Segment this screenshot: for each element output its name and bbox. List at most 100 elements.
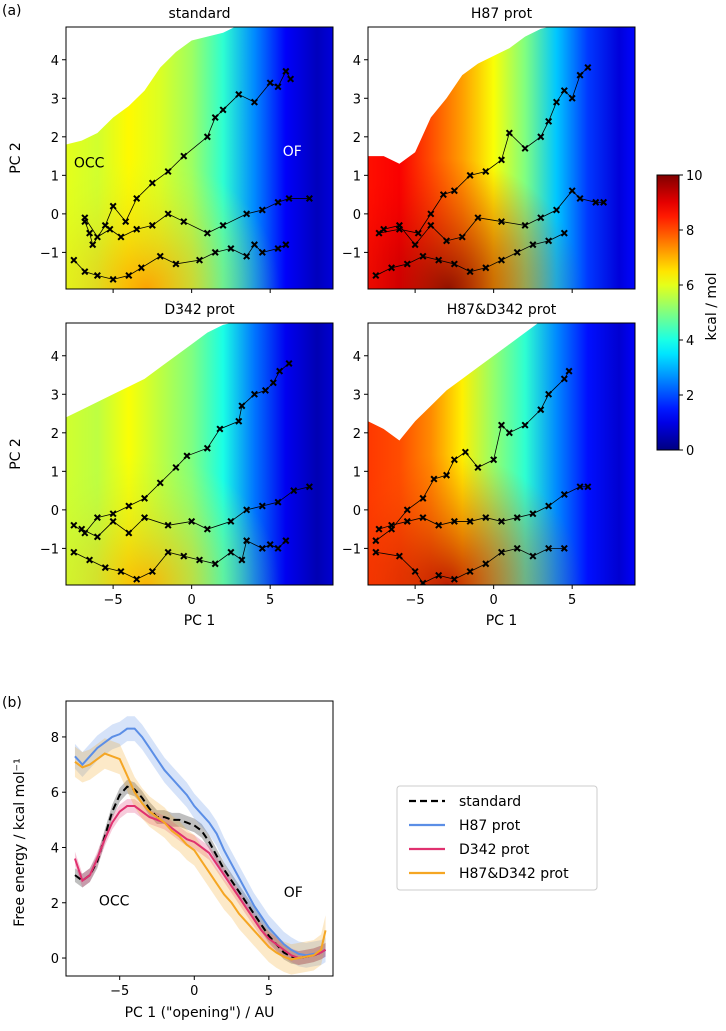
trajectory-marker bbox=[576, 71, 584, 79]
trajectory-marker bbox=[148, 221, 156, 229]
trajectory-marker bbox=[133, 225, 141, 233]
trajectory-marker bbox=[86, 229, 94, 237]
y-tick-label: 1 bbox=[353, 169, 361, 184]
plot-frame bbox=[367, 26, 636, 290]
series-line bbox=[74, 785, 327, 960]
trajectory-marker bbox=[261, 386, 269, 394]
trajectory-marker bbox=[137, 264, 145, 272]
x-axis-label: PC 1 bbox=[486, 613, 518, 629]
colorbar-tick-label: 2 bbox=[686, 389, 694, 404]
trajectory-marker bbox=[285, 194, 293, 202]
trajectory-marker bbox=[560, 375, 568, 383]
x-tick-label: −5 bbox=[104, 593, 123, 608]
trajectory-marker bbox=[461, 448, 469, 456]
colorbar-tick-label: 0 bbox=[686, 444, 694, 459]
trajectory-marker bbox=[482, 264, 490, 272]
trajectory-marker bbox=[243, 506, 251, 514]
trajectory-marker bbox=[443, 471, 451, 479]
trajectory-marker bbox=[427, 221, 435, 229]
trajectory-marker bbox=[497, 421, 506, 429]
trajectory-marker bbox=[250, 98, 258, 106]
y-tick-label: 0 bbox=[353, 208, 361, 223]
trajectory-marker bbox=[122, 218, 130, 226]
trajectory-marker bbox=[164, 548, 172, 556]
trajectory-marker bbox=[305, 194, 313, 202]
trajectory-marker bbox=[537, 406, 545, 414]
trajectory-marker bbox=[109, 275, 117, 283]
trajectory-marker bbox=[274, 498, 282, 506]
unsampled-mask bbox=[66, 323, 333, 418]
trajectory-marker bbox=[125, 529, 133, 537]
unsampled-mask bbox=[368, 323, 635, 441]
y-tick-label: 3 bbox=[353, 92, 361, 107]
trajectory-marker bbox=[211, 114, 219, 122]
trajectory-marker bbox=[78, 525, 86, 533]
trajectory-marker bbox=[497, 517, 506, 525]
x-tick-label: 5 bbox=[568, 593, 576, 608]
trajectory-marker bbox=[576, 483, 584, 491]
legend-label: H87 prot bbox=[459, 818, 521, 834]
trajectory-marker bbox=[474, 463, 482, 471]
series-line bbox=[74, 752, 327, 961]
colorbar: kcal / mol 0 2 4 6 8 10 bbox=[656, 169, 720, 459]
trajectory-marker bbox=[235, 90, 243, 98]
region-annotation: OCC bbox=[99, 894, 130, 910]
panel-a-label: (a) bbox=[2, 3, 22, 19]
colorbar-label: kcal / mol bbox=[704, 273, 720, 341]
trajectory-marker bbox=[411, 241, 419, 249]
y-tick-label: 1 bbox=[51, 169, 59, 184]
trajectory-marker bbox=[172, 260, 180, 268]
y-axis-label: PC 2 bbox=[8, 142, 24, 174]
trajectory-marker bbox=[282, 67, 290, 75]
series-line bbox=[74, 805, 327, 960]
trajectory-marker bbox=[133, 575, 141, 583]
y-axis-label: Free energy / kcal mol⁻¹ bbox=[12, 758, 28, 926]
trajectory-marker bbox=[203, 229, 211, 237]
trajectory-marker bbox=[266, 541, 274, 549]
legend-label: D342 prot bbox=[459, 842, 530, 858]
trajectory-line bbox=[73, 244, 287, 280]
y-tick-label: −1 bbox=[342, 542, 361, 557]
trajectory-marker bbox=[274, 544, 282, 552]
trajectory-marker bbox=[372, 272, 380, 280]
trajectory-marker bbox=[258, 206, 266, 214]
trajectory-marker bbox=[482, 167, 490, 175]
y-tick-label: −1 bbox=[40, 246, 59, 261]
trajectory-marker bbox=[141, 494, 149, 502]
trajectory-marker bbox=[180, 218, 188, 226]
y-tick-label: 0 bbox=[51, 504, 59, 519]
trajectory-marker bbox=[388, 521, 396, 529]
trajectory-marker bbox=[372, 537, 380, 545]
y-axis-label: PC 2 bbox=[8, 438, 24, 470]
trajectory-marker bbox=[482, 560, 490, 568]
trajectory-marker bbox=[584, 63, 592, 71]
heatmap-body bbox=[66, 323, 333, 585]
trajectory-marker bbox=[403, 506, 411, 514]
panel-title: D342 prot bbox=[164, 302, 235, 318]
trajectory-marker bbox=[466, 517, 474, 525]
trajectory-marker bbox=[443, 237, 451, 245]
trajectory-marker bbox=[545, 390, 553, 398]
x-tick-label: 0 bbox=[490, 593, 498, 608]
trajectory-marker bbox=[372, 548, 380, 556]
trajectory-marker bbox=[93, 514, 101, 522]
trajectory-marker bbox=[227, 517, 235, 525]
trajectory-marker bbox=[458, 233, 466, 241]
colorbar-tick-label: 4 bbox=[686, 334, 694, 349]
trajectory-marker bbox=[529, 241, 537, 249]
legend-label: H87&D342 prot bbox=[459, 866, 569, 882]
trajectory-marker bbox=[439, 191, 447, 199]
legend-label: standard bbox=[459, 794, 521, 810]
y-tick-label: 6 bbox=[51, 786, 59, 801]
trajectory-marker bbox=[125, 502, 133, 510]
panel-title: H87 prot bbox=[471, 6, 533, 22]
trajectory-marker bbox=[250, 241, 258, 249]
x-tick-label: 0 bbox=[190, 984, 198, 999]
trajectory-marker bbox=[109, 202, 117, 210]
legend: standard H87 prot D342 prot H87&D342 prot bbox=[396, 785, 598, 891]
trajectory-marker bbox=[164, 521, 172, 529]
trajectory-marker bbox=[505, 429, 513, 437]
trajectory-marker bbox=[521, 421, 529, 429]
y-tick-label: 4 bbox=[51, 54, 59, 69]
y-tick-label: 3 bbox=[353, 388, 361, 403]
